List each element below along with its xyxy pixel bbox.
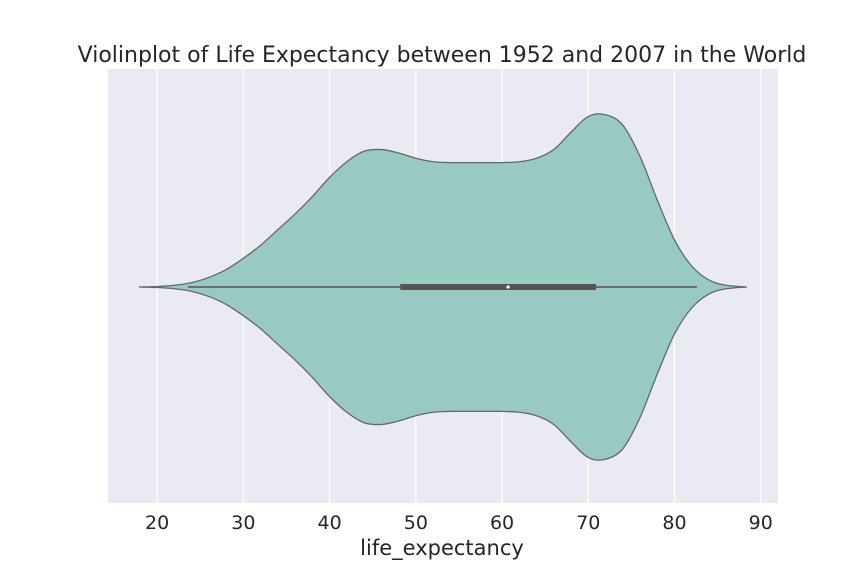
x-tick-label: 20 [145, 512, 169, 534]
x-tick-label: 70 [576, 512, 600, 534]
x-tick-label: 80 [662, 512, 686, 534]
x-tick-label: 90 [749, 512, 773, 534]
chart-title: Violinplot of Life Expectancy between 19… [78, 43, 807, 68]
x-tick-label: 50 [404, 512, 428, 534]
x-tick-label: 30 [231, 512, 255, 534]
x-tick-label: 40 [318, 512, 342, 534]
x-tick-label: 60 [490, 512, 514, 534]
x-axis-label: life_expectancy [360, 536, 524, 561]
median-point [506, 285, 510, 289]
iqr-box [400, 284, 597, 290]
